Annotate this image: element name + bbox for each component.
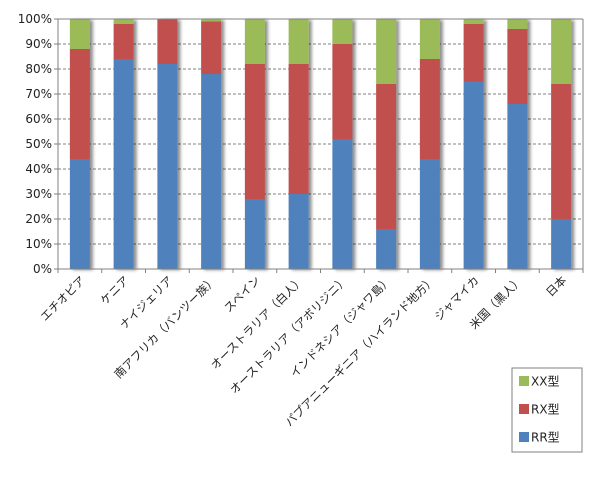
bar-segment-RX型 (376, 84, 397, 229)
bar-stack (376, 19, 397, 269)
y-tick-label: 40% (25, 162, 52, 176)
legend: XX型 RX型 RR型 (511, 367, 583, 453)
bar-stack (507, 19, 528, 269)
bar-segment-RX型 (113, 24, 134, 59)
bar-segment-RR型 (376, 229, 397, 269)
bar-segment-XX型 (332, 19, 353, 44)
bar-segment-XX型 (463, 19, 484, 24)
y-tick-label: 20% (25, 212, 52, 226)
bars (69, 19, 572, 269)
bar-segment-RX型 (551, 84, 572, 219)
bar-stack (244, 19, 265, 269)
bar-segment-RX型 (69, 49, 90, 159)
bar-segment-RR型 (551, 219, 572, 269)
bar-segment-RR型 (507, 104, 528, 269)
bar-segment-RR型 (288, 194, 309, 269)
bar-stack (288, 19, 309, 269)
bar-segment-XX型 (69, 19, 90, 49)
bar-stack (419, 19, 440, 269)
bar-segment-XX型 (551, 19, 572, 84)
bar-stack (69, 19, 90, 269)
y-tick-label: 30% (25, 187, 52, 201)
bar-segment-RX型 (332, 44, 353, 139)
y-tick-label: 10% (25, 237, 52, 251)
bar-stack (113, 19, 134, 269)
y-axis-ticks: 0% 10% 20% 30% 40% 50% 60% 70% 80% 90% 100% (18, 12, 52, 276)
x-category-label: ケニア (97, 273, 131, 307)
bar-segment-RR型 (69, 159, 90, 269)
x-category-label: スペイン (221, 273, 263, 315)
bar-segment-RR型 (419, 159, 440, 269)
bar-stack (201, 19, 222, 269)
y-tick-label: 100% (18, 12, 52, 26)
legend-label: XX型 (531, 375, 559, 389)
bar-segment-RX型 (244, 64, 265, 199)
bar-stack (157, 19, 178, 269)
bar-stack (551, 19, 572, 269)
bar-segment-XX型 (507, 19, 528, 29)
bar-segment-XX型 (288, 19, 309, 64)
bar-segment-XX型 (201, 19, 222, 22)
axes (54, 18, 584, 273)
legend-swatch (519, 404, 529, 414)
bar-segment-RX型 (507, 29, 528, 104)
x-category-label: エチオピア (37, 273, 88, 324)
bar-segment-RX型 (419, 59, 440, 159)
bar-stack (463, 19, 484, 269)
gridlines (58, 43, 583, 245)
bar-segment-RR型 (332, 139, 353, 269)
bar-segment-XX型 (113, 19, 134, 24)
y-tick-label: 70% (25, 87, 52, 101)
bar-segment-XX型 (376, 19, 397, 84)
bar-segment-RX型 (157, 19, 178, 64)
y-tick-label: 0% (33, 262, 52, 276)
bar-segment-RR型 (201, 74, 222, 269)
bar-segment-RR型 (244, 199, 265, 269)
bar-segment-RX型 (288, 64, 309, 194)
y-tick-label: 60% (25, 112, 52, 126)
bar-segment-XX型 (419, 19, 440, 59)
y-tick-label: 80% (25, 62, 52, 76)
y-tick-label: 90% (25, 37, 52, 51)
legend-label: RR型 (531, 431, 560, 445)
bar-segment-RR型 (463, 81, 484, 269)
y-tick-label: 50% (25, 137, 52, 151)
legend-swatch (519, 376, 529, 386)
bar-segment-RX型 (201, 21, 222, 74)
bar-segment-RR型 (157, 64, 178, 269)
bar-stack (332, 19, 353, 269)
legend-swatch (519, 432, 529, 442)
bar-segment-XX型 (244, 19, 265, 64)
legend-label: RX型 (531, 403, 560, 417)
bar-segment-RR型 (113, 59, 134, 269)
bar-segment-RX型 (463, 24, 484, 82)
x-category-label: 日本 (543, 273, 570, 300)
